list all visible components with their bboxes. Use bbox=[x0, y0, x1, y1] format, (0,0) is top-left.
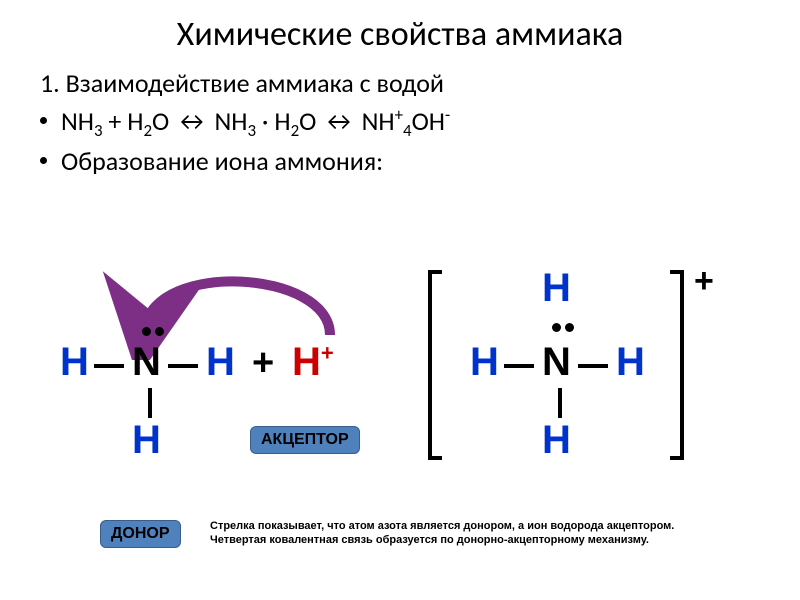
slide-title: Химические свойства аммиака bbox=[0, 0, 800, 55]
bullet-icon bbox=[40, 157, 47, 164]
bond bbox=[148, 388, 152, 418]
lone-pair-icon bbox=[550, 318, 576, 337]
atom-h: H bbox=[206, 340, 235, 385]
bond bbox=[504, 364, 534, 368]
line-1: 1. Взаимодействие аммиака с водой bbox=[40, 65, 760, 103]
body-text: 1. Взаимодействие аммиака с водой NH3 + … bbox=[0, 55, 800, 181]
bond bbox=[94, 364, 124, 368]
bond bbox=[168, 364, 198, 368]
charge-plus: + bbox=[694, 262, 714, 301]
bracket-right-icon bbox=[670, 270, 684, 460]
line-3: Образование иона аммония: bbox=[61, 143, 383, 181]
atom-h: H bbox=[542, 418, 571, 463]
bond bbox=[558, 388, 562, 418]
atom-n: N bbox=[132, 340, 161, 385]
plus-symbol: + bbox=[252, 342, 274, 385]
atom-h: H bbox=[616, 340, 645, 385]
atom-h: H bbox=[60, 340, 89, 385]
equation: NH3 + H2O ↔ NH3 · H2O ↔ NH+4OH- bbox=[61, 103, 450, 144]
atom-h: H bbox=[470, 340, 499, 385]
atom-h: H bbox=[542, 266, 571, 311]
atom-h: H bbox=[132, 418, 161, 463]
bracket-left-icon bbox=[428, 270, 442, 460]
bond bbox=[578, 364, 608, 368]
lone-pair-icon bbox=[140, 322, 166, 341]
footnote: Стрелка показывает, что атом азота являе… bbox=[210, 520, 674, 548]
diagram-stage: H N H H + H+ АКЦЕПТОР ДОНОР H H N H H + … bbox=[0, 240, 800, 600]
bullet-icon bbox=[40, 117, 47, 124]
atom-h-plus: H+ bbox=[292, 340, 334, 385]
equation-row: NH3 + H2O ↔ NH3 · H2O ↔ NH+4OH- bbox=[40, 103, 760, 144]
footnote-line2: Четвертая ковалентная связь образуется п… bbox=[210, 534, 674, 548]
acceptor-label: АКЦЕПТОР bbox=[250, 426, 360, 454]
footnote-line1: Стрелка показывает, что атом азота являе… bbox=[210, 520, 674, 534]
atom-n: N bbox=[542, 340, 571, 385]
donor-label: ДОНОР bbox=[100, 520, 181, 548]
line-3-row: Образование иона аммония: bbox=[40, 143, 760, 181]
